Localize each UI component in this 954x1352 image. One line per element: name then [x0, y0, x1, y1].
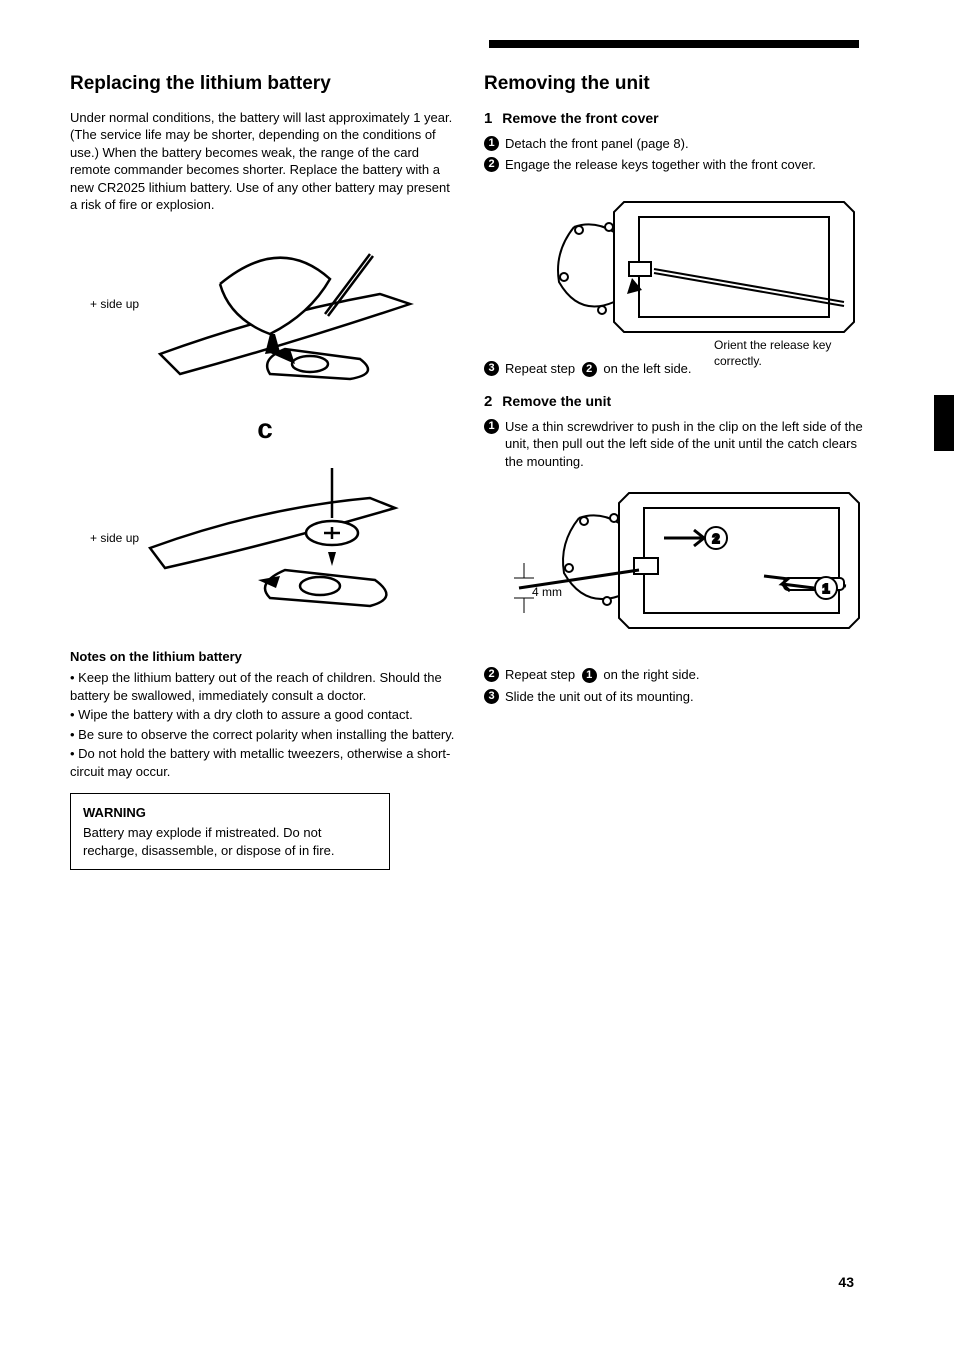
steps-b-head: 2 Remove the unit: [484, 392, 874, 412]
step-num-1: 1: [484, 110, 492, 127]
right-column: Removing the unit 1 Remove the front cov…: [484, 65, 874, 870]
step-b-1: 1 Use a thin screwdriver to push in the …: [484, 418, 874, 471]
left-intro: Under normal conditions, the battery wil…: [70, 109, 460, 214]
warning-body: Battery may explode if mistreated. Do no…: [83, 824, 377, 859]
notes-head: Notes on the lithium battery: [70, 648, 460, 666]
bullet-ref-2-icon: 2: [582, 362, 597, 377]
svg-text:1: 1: [822, 581, 829, 596]
battery-remove-svg: [70, 224, 460, 404]
page-root: Replacing the lithium battery Under norm…: [0, 0, 954, 1352]
step-num-2: 2: [484, 393, 492, 410]
step-a-2-text: Engage the release keys together with th…: [505, 156, 874, 174]
bullet-b1-icon: 1: [484, 419, 499, 434]
battery-insert-svg: [70, 458, 460, 638]
warning-box: WARNING Battery may explode if mistreate…: [70, 793, 390, 871]
step-b-1-text: Use a thin screwdriver to push in the cl…: [505, 418, 874, 471]
step-a-3-suffix: on the left side.: [603, 361, 691, 376]
steps-b-title: Remove the unit: [502, 393, 611, 409]
bullet-1-icon: 1: [484, 136, 499, 151]
warning-title: WARNING: [83, 804, 377, 822]
release-key-svg: [484, 182, 874, 352]
bullet-ref-1-icon: 1: [582, 668, 597, 683]
bullet-3-icon: 3: [484, 361, 499, 376]
steps-a-title: Remove the front cover: [502, 110, 658, 126]
step-b-2-suffix: on the right side.: [603, 667, 699, 682]
right-title: Removing the unit: [484, 71, 874, 97]
steps-a-head: 1 Remove the front cover: [484, 109, 874, 129]
bullet-b2-icon: 2: [484, 667, 499, 682]
svg-text:2: 2: [712, 531, 719, 546]
step-a-3-prefix: Repeat step: [505, 361, 575, 376]
left-title: Replacing the lithium battery: [70, 71, 460, 97]
step-a-1-text: Detach the front panel (page 8).: [505, 135, 874, 153]
note-item: Wipe the battery with a dry cloth to ass…: [70, 706, 460, 724]
figure-screwdriver: 2 1 4 mm: [484, 478, 874, 658]
step-b-2: 2 Repeat step 1 on the right side.: [484, 666, 874, 684]
bullet-2-icon: 2: [484, 157, 499, 172]
content-columns: Replacing the lithium battery Under norm…: [70, 65, 899, 870]
left-column: Replacing the lithium battery Under norm…: [70, 65, 460, 870]
bullet-b3-icon: 3: [484, 689, 499, 704]
fig-b-gap: 4 mm: [532, 584, 562, 600]
fig2-caption: + side up: [90, 530, 139, 546]
figure-battery-insert: + side up: [70, 458, 460, 638]
step-b-2-text: Repeat step 1 on the right side.: [505, 666, 874, 684]
note-item: Keep the lithium battery out of the reac…: [70, 669, 460, 704]
step-a-2: 2 Engage the release keys together with …: [484, 156, 874, 174]
page-number: 43: [838, 1273, 854, 1292]
step-b-3: 3 Slide the unit out of its mounting.: [484, 688, 874, 706]
down-arrow-icon: c: [70, 410, 460, 448]
top-bar: [489, 40, 859, 48]
notes-list: Keep the lithium battery out of the reac…: [70, 669, 460, 780]
fig1-caption: + side up: [90, 296, 139, 312]
note-item: Do not hold the battery with metallic tw…: [70, 745, 460, 780]
side-tab: [934, 395, 954, 451]
figure-battery-remove: + side up: [70, 224, 460, 404]
step-a-1: 1 Detach the front panel (page 8).: [484, 135, 874, 153]
step-b-2-prefix: Repeat step: [505, 667, 575, 682]
note-item: Be sure to observe the correct polarity …: [70, 726, 460, 744]
figure-release-key: Orient the release key correctly.: [484, 182, 874, 352]
fig-a-caption: Orient the release key correctly.: [714, 337, 874, 369]
step-b-3-text: Slide the unit out of its mounting.: [505, 688, 874, 706]
screwdriver-svg: 2 1: [484, 478, 874, 658]
